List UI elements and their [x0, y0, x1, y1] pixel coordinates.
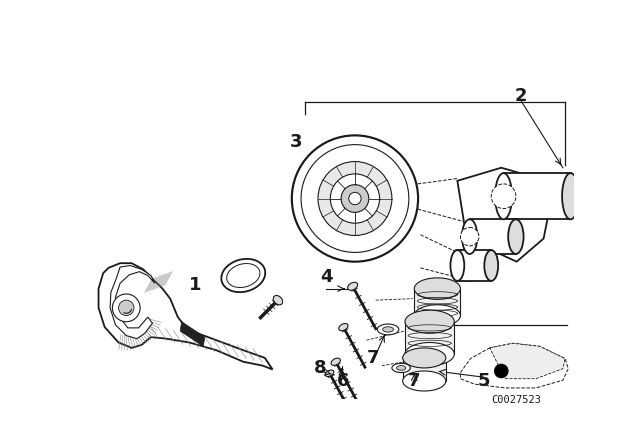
Circle shape: [318, 162, 392, 236]
Ellipse shape: [495, 173, 512, 220]
Ellipse shape: [405, 343, 454, 366]
Text: 7: 7: [367, 349, 379, 367]
Polygon shape: [458, 250, 492, 281]
Circle shape: [349, 192, 361, 205]
Circle shape: [460, 228, 479, 246]
Text: 8: 8: [314, 359, 326, 377]
Circle shape: [341, 185, 369, 212]
Text: 1: 1: [189, 276, 202, 294]
Text: C0027523: C0027523: [492, 395, 541, 405]
Text: 5: 5: [477, 372, 490, 390]
Ellipse shape: [227, 263, 260, 288]
Polygon shape: [490, 343, 565, 379]
Polygon shape: [99, 263, 273, 370]
Circle shape: [301, 145, 409, 252]
Ellipse shape: [405, 310, 454, 333]
Ellipse shape: [562, 173, 579, 220]
Polygon shape: [180, 322, 205, 346]
Polygon shape: [470, 220, 516, 254]
Ellipse shape: [484, 250, 498, 281]
Text: 4: 4: [320, 268, 333, 286]
Polygon shape: [455, 250, 474, 281]
Ellipse shape: [403, 348, 446, 368]
Ellipse shape: [350, 167, 363, 230]
Ellipse shape: [273, 296, 283, 305]
Ellipse shape: [383, 327, 394, 332]
Ellipse shape: [462, 220, 477, 254]
Ellipse shape: [403, 371, 446, 391]
Ellipse shape: [378, 324, 399, 335]
Ellipse shape: [221, 259, 265, 292]
Circle shape: [494, 364, 508, 378]
Polygon shape: [403, 358, 446, 381]
Ellipse shape: [397, 366, 406, 370]
Polygon shape: [458, 168, 550, 262]
Circle shape: [492, 184, 516, 208]
Polygon shape: [110, 266, 155, 339]
Circle shape: [292, 135, 418, 262]
Ellipse shape: [350, 172, 363, 225]
Text: 2: 2: [515, 87, 527, 105]
Polygon shape: [414, 289, 460, 315]
Polygon shape: [504, 173, 570, 220]
Circle shape: [118, 300, 134, 315]
Ellipse shape: [508, 220, 524, 254]
Circle shape: [330, 174, 380, 223]
Text: 3: 3: [289, 134, 302, 151]
Text: 6: 6: [337, 372, 349, 390]
Ellipse shape: [348, 282, 358, 290]
Ellipse shape: [325, 370, 334, 377]
Ellipse shape: [331, 358, 340, 366]
Ellipse shape: [451, 250, 464, 281]
Polygon shape: [405, 322, 454, 354]
Ellipse shape: [339, 323, 348, 331]
Ellipse shape: [414, 278, 460, 299]
Ellipse shape: [392, 363, 410, 373]
Text: 7: 7: [408, 372, 420, 390]
Circle shape: [113, 294, 140, 322]
Ellipse shape: [414, 305, 460, 326]
